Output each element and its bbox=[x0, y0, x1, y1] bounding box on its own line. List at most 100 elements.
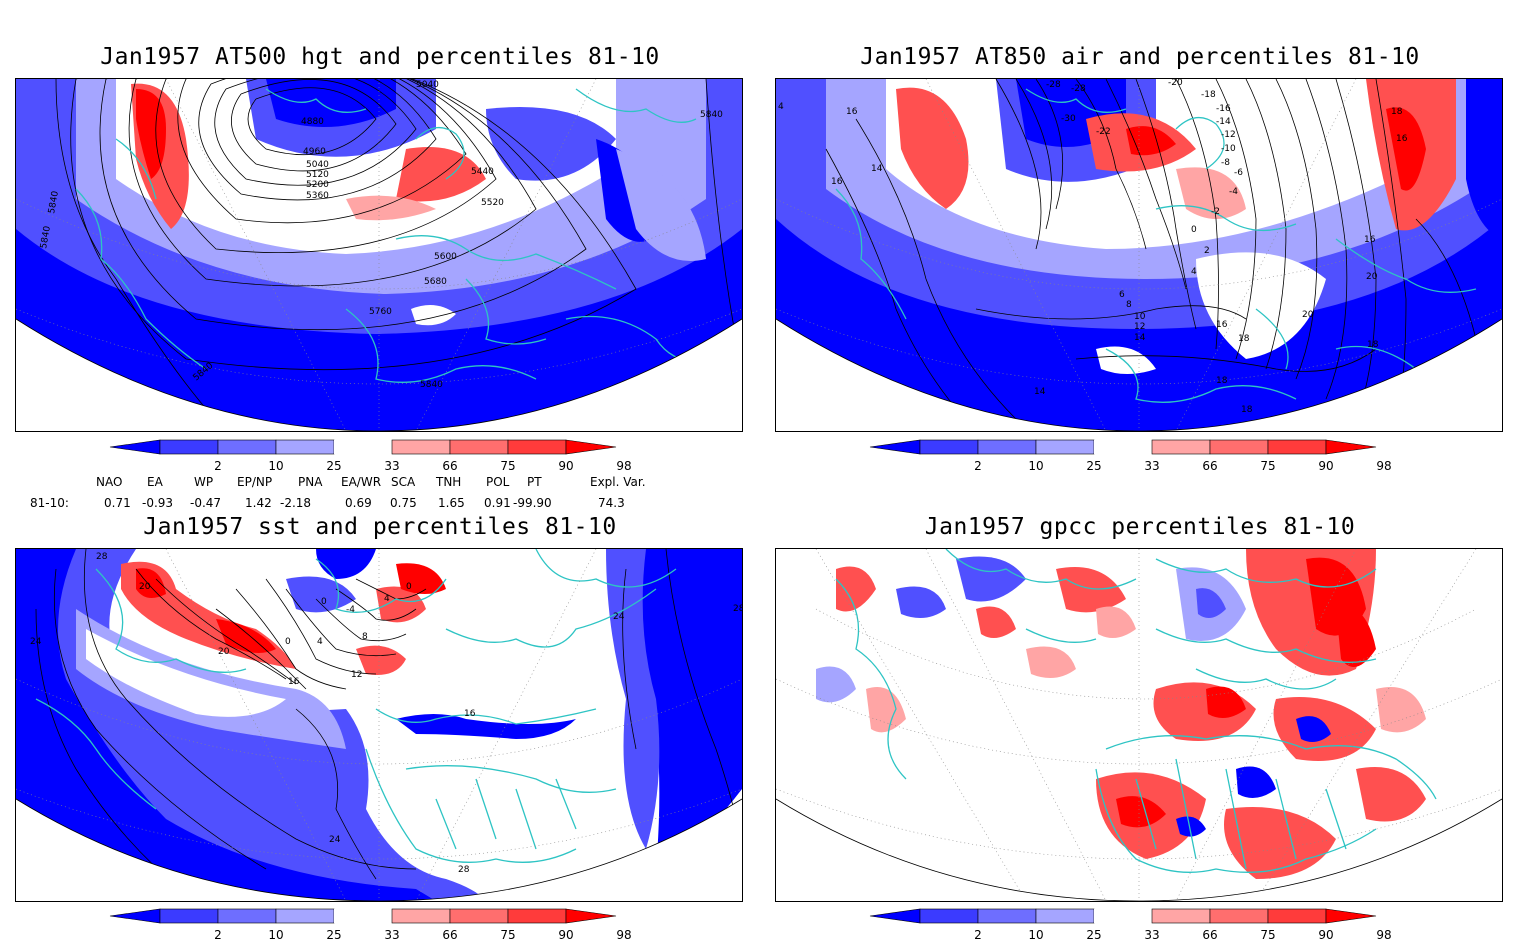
contour-label: 18 bbox=[1238, 334, 1250, 344]
colorbar-tick-label: 33 bbox=[1144, 459, 1159, 473]
colorbar-arrow-low bbox=[109, 908, 161, 924]
contour-label: -10 bbox=[1221, 144, 1236, 154]
colorbar-segment bbox=[1151, 439, 1211, 455]
contour-label: -28 bbox=[1046, 80, 1061, 90]
index-value: -0.93 bbox=[142, 496, 174, 510]
colorbar-arrow-high bbox=[1325, 908, 1377, 924]
colorbar-air: 2 10 25 33 66 75 90 98 bbox=[869, 438, 1430, 482]
colorbar-tick-label: 10 bbox=[1028, 459, 1043, 473]
index-header: POL bbox=[486, 475, 510, 489]
index-row-label: 81-10: bbox=[30, 496, 69, 510]
colorbar-segment bbox=[159, 908, 219, 924]
colorbar-gpcc: 2 10 25 33 66 75 90 98 bbox=[869, 907, 1430, 951]
contour-label: -28 bbox=[1071, 84, 1086, 94]
colorbar-tick-label: 10 bbox=[1028, 928, 1043, 942]
colorbar-tick-label: 66 bbox=[1202, 459, 1217, 473]
contour-label: 16 bbox=[831, 177, 843, 187]
contour-label: 16 bbox=[288, 677, 300, 687]
index-value: -0.47 bbox=[190, 496, 222, 510]
panel-title-air: Jan1957 AT850 air and percentiles 81-10 bbox=[860, 44, 1420, 70]
colorbar-segment bbox=[217, 908, 277, 924]
index-value: 0.75 bbox=[390, 496, 417, 510]
contour-label: 0 bbox=[321, 597, 327, 607]
index-value: 74.3 bbox=[598, 496, 625, 510]
index-header: SCA bbox=[391, 475, 416, 489]
contour-label: 4 bbox=[1191, 267, 1197, 277]
colorbar-arrow-low bbox=[109, 439, 161, 455]
colorbar-tick-label: 98 bbox=[1376, 928, 1391, 942]
contour-label: 14 bbox=[1034, 387, 1046, 397]
colorbar-segment bbox=[1267, 439, 1327, 455]
colorbar-segment bbox=[1209, 439, 1269, 455]
contour-label: 28 bbox=[733, 604, 742, 614]
panel-title-sst: Jan1957 sst and percentiles 81-10 bbox=[143, 514, 617, 540]
contour-label: 18 bbox=[1241, 405, 1253, 415]
colorbar-segment bbox=[1209, 908, 1269, 924]
colorbar-segment bbox=[391, 908, 451, 924]
colorbar-segment bbox=[1267, 908, 1327, 924]
colorbar-segment bbox=[1035, 908, 1095, 924]
colorbar-segment bbox=[1094, 440, 1152, 454]
colorbar-segment bbox=[391, 439, 451, 455]
contour-label: 24 bbox=[30, 637, 42, 647]
colorbar-tick-label: 2 bbox=[974, 928, 982, 942]
index-header: NAO bbox=[96, 475, 123, 489]
colorbar-svg: 2 10 25 33 66 75 90 98 bbox=[109, 439, 632, 473]
contour-label: 0 bbox=[1191, 225, 1197, 235]
colorbar-tick-label: 75 bbox=[1260, 928, 1275, 942]
colorbar-arrow-high bbox=[565, 908, 617, 924]
colorbar-tick-label: 90 bbox=[558, 928, 573, 942]
colorbar-hgt: 2 10 25 33 66 75 90 98 bbox=[109, 438, 670, 482]
contour-label: -16 bbox=[1216, 104, 1231, 114]
colorbar-segment bbox=[1094, 909, 1152, 923]
contour-label: 18 bbox=[1391, 107, 1403, 117]
colorbar-segment bbox=[1151, 908, 1211, 924]
index-header: Expl. Var. bbox=[590, 475, 646, 489]
contour-label: 5040 bbox=[416, 80, 439, 90]
index-header: WP bbox=[194, 475, 214, 489]
contour-label: -14 bbox=[1216, 117, 1231, 127]
index-header: PT bbox=[527, 475, 542, 489]
contour-label: 14 bbox=[1134, 333, 1146, 343]
contour-label: 0 bbox=[285, 637, 291, 647]
contour-label: 10 bbox=[1134, 312, 1146, 322]
contour-labels-sst: 28 20 0 0 4 8 12 16 20 24 24 28 24 28 4 … bbox=[30, 552, 742, 875]
contour-label: 5200 bbox=[306, 180, 329, 190]
colorbar-arrow-high bbox=[565, 439, 617, 455]
contour-label: 28 bbox=[96, 552, 108, 562]
contour-label: -12 bbox=[1221, 130, 1236, 140]
contour-label: -20 bbox=[1168, 79, 1183, 88]
index-value: -2.18 bbox=[280, 496, 312, 510]
colorbar-tick-label: 75 bbox=[500, 459, 515, 473]
colorbar-tick-label: 25 bbox=[326, 459, 341, 473]
colorbar-tick-label: 98 bbox=[616, 928, 631, 942]
colorbar-segment bbox=[1035, 439, 1095, 455]
colorbar-tick-label: 75 bbox=[500, 928, 515, 942]
colorbar-tick-label: 2 bbox=[214, 459, 222, 473]
contour-label: 20 bbox=[218, 647, 230, 657]
contour-label: 16 bbox=[846, 107, 858, 117]
colorbar-arrow-low bbox=[869, 908, 921, 924]
contour-label: 16 bbox=[464, 709, 476, 719]
map-panel-gpcc bbox=[775, 548, 1503, 902]
colorbar-tick-label: 2 bbox=[214, 928, 222, 942]
panel-title-hgt: Jan1957 AT500 hgt and percentiles 81-10 bbox=[100, 44, 660, 70]
colorbar-tick-label: 25 bbox=[326, 928, 341, 942]
contour-label: 18 bbox=[1216, 376, 1228, 386]
index-value: 0.71 bbox=[104, 496, 131, 510]
contour-label: 24 bbox=[329, 835, 341, 845]
contour-label: 20 bbox=[1302, 310, 1314, 320]
contour-label: 0 bbox=[406, 582, 412, 592]
contour-label: 16 bbox=[1364, 235, 1376, 245]
contour-label: 16 bbox=[1216, 320, 1228, 330]
contour-label: 6 bbox=[1119, 290, 1125, 300]
contour-label: -18 bbox=[1201, 90, 1216, 100]
index-value: 1.65 bbox=[438, 496, 465, 510]
contour-label: 14 bbox=[871, 164, 883, 174]
contour-labels-air: -28 -28 -30 -22 -20 -18 -16 -14 -12 -10 … bbox=[778, 79, 1408, 415]
colorbar-tick-label: 25 bbox=[1086, 928, 1101, 942]
colorbar-tick-label: 90 bbox=[1318, 928, 1333, 942]
colorbar-segment bbox=[449, 439, 509, 455]
colorbar-tick-label: 66 bbox=[442, 459, 457, 473]
contour-label: -4 bbox=[346, 605, 355, 615]
